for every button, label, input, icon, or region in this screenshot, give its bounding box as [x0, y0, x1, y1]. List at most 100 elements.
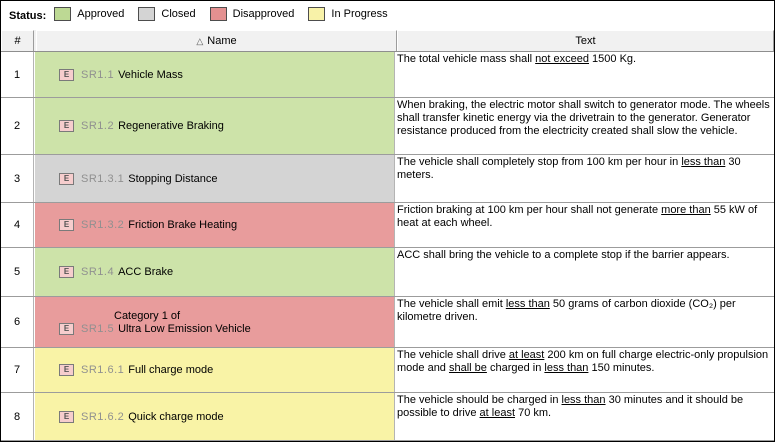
table-row[interactable]: 1 E SR1.1 Vehicle Mass The total vehicle mas…	[1, 52, 774, 98]
requirement-text-cell: When braking, the electric motor shall s…	[395, 98, 774, 154]
requirement-name-cell[interactable]: E SR1.6.1 Full charge mode	[34, 348, 395, 392]
requirement-text-segment: 30 meters.	[397, 156, 741, 181]
legend-item-label: Closed	[161, 8, 196, 20]
legend-item-disapproved: Disapproved	[209, 7, 295, 21]
status-color-swatch	[54, 7, 72, 21]
status-color-swatch	[308, 7, 326, 21]
requirement-text-cell: The vehicle shall emit less than 50 gram…	[395, 297, 774, 347]
table-row[interactable]: 7 E SR1.6.1 Full charge mode The vehicle sha…	[1, 348, 774, 393]
external-requirement-icon: E	[59, 120, 74, 132]
requirement-name-line: E SR1.5 Ultra Low Emission Vehicle	[59, 322, 394, 335]
legend-title: Status:	[9, 9, 47, 22]
table-body: 1 E SR1.1 Vehicle Mass The total vehicle mas…	[1, 52, 774, 441]
requirement-name: Vehicle Mass	[118, 68, 183, 81]
requirement-text-segment: 55 kW of heat at each wheel.	[397, 204, 758, 229]
requirement-id: SR1.6.1	[81, 364, 125, 376]
requirement-text-segment: 50 grams of carbon dioxide (CO₂) per kil…	[397, 298, 736, 323]
external-requirement-icon: E	[59, 172, 74, 185]
table-header: # △ Name Text	[1, 30, 774, 52]
column-header-number[interactable]: #	[1, 30, 34, 51]
requirement-name: Regenerative Braking	[118, 120, 224, 132]
requirement-name: Friction Brake Heating	[128, 219, 238, 231]
requirement-name: ACC Brake	[118, 266, 174, 278]
requirement-text-segment: more than	[661, 204, 711, 216]
requirement-name-line: E SR1.1 Vehicle Mass	[59, 68, 394, 81]
requirement-name-cell[interactable]: E SR1.2 Regenerative Braking	[34, 98, 395, 154]
requirement-text-segment: shall be	[448, 362, 487, 374]
requirement-text-cell: The vehicle shall completely stop from 1…	[395, 155, 774, 202]
requirement-text-cell: The total vehicle mass shall not exceed …	[395, 52, 774, 97]
requirement-text-cell: Friction braking at 100 km per hour shal…	[395, 203, 774, 247]
requirement-name-cell[interactable]: E SR1.4 ACC Brake	[34, 248, 395, 296]
requirement-name-cell[interactable]: E SR1.1 Vehicle Mass	[34, 52, 395, 97]
row-number: 3	[1, 155, 34, 202]
requirement-text-segment: not exceed	[535, 53, 589, 65]
requirement-text-cell: The vehicle should be charged in less th…	[395, 393, 774, 440]
requirement-name-cell[interactable]: E SR1.6.2 Quick charge mode	[34, 393, 395, 440]
column-header-name-label: Name	[207, 35, 237, 47]
legend-items: Approved Closed Disapproved In Progress	[54, 7, 401, 24]
requirement-text-segment: Friction braking at 100 km per hour shal…	[397, 204, 662, 216]
column-header-text[interactable]: Text	[397, 30, 774, 51]
requirement-name: Quick charge mode	[128, 410, 224, 423]
requirement-text-segment: charged in	[486, 362, 545, 374]
row-number: 1	[1, 52, 34, 97]
requirement-name: Stopping Distance	[128, 172, 218, 185]
requirement-name-line: E SR1.4 ACC Brake	[59, 266, 394, 278]
requirement-text-segment: 70 km.	[515, 407, 552, 419]
requirement-text-segment: less than	[681, 156, 726, 168]
external-requirement-icon: E	[59, 322, 74, 335]
row-number: 5	[1, 248, 34, 296]
requirement-text-segment: less than	[505, 298, 550, 310]
requirement-text-segment: less than	[561, 394, 606, 406]
requirement-category-prefix: Category 1 of	[114, 309, 181, 322]
requirement-id: SR1.4	[81, 266, 115, 278]
requirement-text-segment: The vehicle should be charged in	[397, 394, 562, 406]
legend-item-label: Approved	[77, 8, 125, 20]
requirement-id: SR1.2	[81, 120, 115, 132]
requirement-text-segment: 200 km on full charge electric-only prop…	[397, 349, 769, 374]
status-color-swatch	[209, 7, 227, 21]
row-number: 6	[1, 297, 34, 347]
external-requirement-icon: E	[59, 410, 74, 423]
requirement-name-cell[interactable]: E SR1.3.2 Friction Brake Heating	[34, 203, 395, 247]
legend-item-in_progress: In Progress	[308, 7, 388, 21]
requirement-text-cell: The vehicle shall drive at least 200 km …	[395, 348, 774, 392]
status-color-swatch	[138, 7, 156, 21]
requirement-text-segment: The vehicle shall completely stop from 1…	[397, 156, 682, 168]
requirement-name-cell[interactable]: Category 1 of E SR1.5 Ultra Low Emission Ve…	[34, 297, 395, 347]
requirement-text-segment: at least	[479, 407, 516, 419]
legend-item-label: Disapproved	[232, 8, 295, 20]
requirement-id: SR1.3.2	[81, 219, 125, 231]
table-row[interactable]: 6 Category 1 of E SR1.5 Ultra Low Emission V…	[1, 297, 774, 348]
legend-item-label: In Progress	[331, 8, 388, 20]
requirement-text-segment: The vehicle shall emit	[397, 298, 506, 310]
requirement-text-segment: The total vehicle mass shall	[397, 53, 536, 65]
requirement-name-line: E SR1.3.2 Friction Brake Heating	[59, 219, 394, 231]
requirement-text-segment: 150 minutes.	[588, 362, 655, 374]
table-row[interactable]: 8 E SR1.6.2 Quick charge mode The vehicle sh…	[1, 393, 774, 441]
requirement-name: Ultra Low Emission Vehicle	[118, 322, 251, 335]
table-row[interactable]: 5 E SR1.4 ACC Brake ACC shall bring the vehi…	[1, 248, 774, 297]
requirement-text-segment: at least	[508, 349, 545, 361]
table-row[interactable]: 4 E SR1.3.2 Friction Brake Heating Friction …	[1, 203, 774, 248]
column-header-name[interactable]: △ Name	[36, 30, 397, 51]
requirement-name-line: E SR1.2 Regenerative Braking	[59, 120, 394, 132]
table-row[interactable]: 2 E SR1.2 Regenerative Braking When braking,…	[1, 98, 774, 155]
external-requirement-icon: E	[59, 68, 74, 81]
requirement-text-segment: ACC shall bring the vehicle to a complet…	[397, 249, 730, 261]
table-row[interactable]: 3 E SR1.3.1 Stopping Distance The vehicle sh…	[1, 155, 774, 203]
requirement-text-cell: ACC shall bring the vehicle to a complet…	[395, 248, 774, 296]
requirement-name-line: E SR1.3.1 Stopping Distance	[59, 172, 394, 185]
external-requirement-icon: E	[59, 364, 74, 376]
legend-item-closed: Closed	[138, 7, 196, 21]
requirement-text-segment: The vehicle shall drive	[397, 349, 509, 361]
legend-item-approved: Approved	[54, 7, 124, 21]
requirement-id: SR1.6.2	[81, 410, 125, 423]
requirement-name-line: E SR1.6.2 Quick charge mode	[59, 410, 394, 423]
row-number: 4	[1, 203, 34, 247]
external-requirement-icon: E	[59, 219, 74, 231]
requirement-name-cell[interactable]: E SR1.3.1 Stopping Distance	[34, 155, 395, 202]
requirement-id: SR1.1	[81, 68, 115, 81]
